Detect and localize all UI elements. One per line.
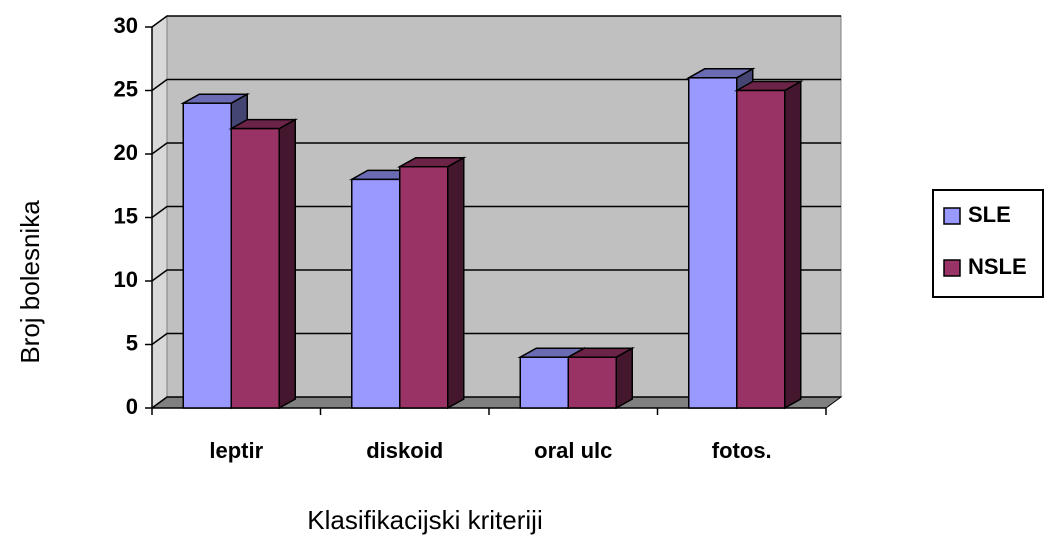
y-tick-label: 5 (126, 330, 138, 355)
y-tick-label: 20 (114, 140, 138, 165)
grid-line (151, 78, 841, 92)
y-tick-label: 25 (114, 76, 138, 101)
grid-line (151, 269, 841, 282)
y-axis-title: Broj bolesnika (15, 200, 45, 364)
bar-side (278, 118, 296, 410)
y-tick-label: 0 (126, 394, 138, 419)
bar (685, 67, 756, 410)
y-tick-label: 15 (114, 203, 138, 228)
bar-front (567, 356, 617, 409)
bar (228, 118, 299, 410)
x-axis-title: Klasifikacijski kriteriji (307, 505, 542, 535)
legend-label: SLE (968, 202, 1011, 227)
bar-front (399, 165, 449, 409)
bar (733, 80, 804, 410)
grid-line (151, 142, 841, 155)
bar-side (784, 80, 802, 410)
x-tick-label: fotos. (712, 438, 772, 463)
legend-label: NSLE (968, 254, 1027, 279)
bar-front (688, 77, 738, 409)
bar (565, 346, 636, 410)
grid-line (151, 205, 841, 219)
legend-swatch (943, 207, 961, 225)
bar-side (447, 156, 465, 410)
bar (396, 156, 467, 410)
y-tick-label: 30 (114, 13, 138, 38)
bar-front (519, 356, 569, 409)
y-tick-label: 10 (114, 267, 138, 292)
bar-side (615, 346, 633, 410)
bar-front (736, 89, 786, 409)
x-tick-label: leptir (209, 438, 263, 463)
grid-line (151, 332, 841, 346)
grid-line (151, 15, 841, 28)
bar-front (182, 102, 232, 409)
x-tick-label: diskoid (366, 438, 443, 463)
bar-front (351, 178, 401, 409)
legend-swatch (943, 259, 961, 277)
bar-front (230, 127, 280, 409)
x-tick-label: oral ulc (534, 438, 612, 463)
